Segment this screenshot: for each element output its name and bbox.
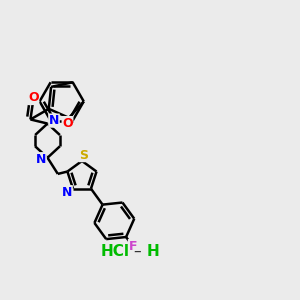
Text: O: O <box>62 117 73 130</box>
Text: N: N <box>62 186 72 199</box>
Text: –: – <box>133 244 141 259</box>
Text: HCl: HCl <box>100 244 129 259</box>
Text: H: H <box>147 244 159 259</box>
Text: O: O <box>28 92 39 104</box>
Text: F: F <box>128 240 137 253</box>
Text: N: N <box>36 153 46 166</box>
Text: S: S <box>79 148 88 162</box>
Text: N: N <box>49 114 59 127</box>
